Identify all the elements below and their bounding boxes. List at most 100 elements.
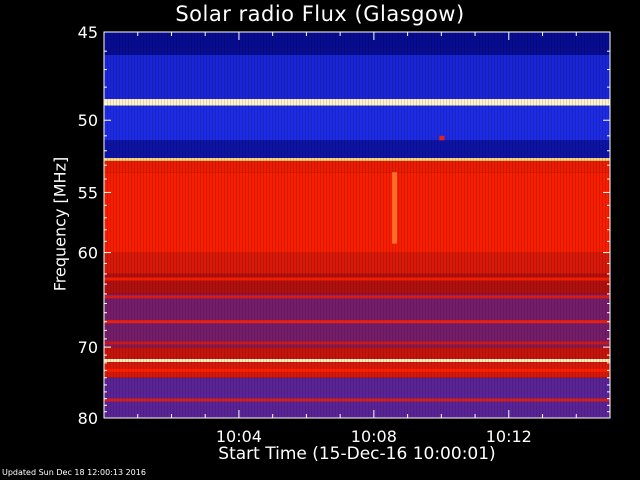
time-column-shade — [290, 32, 291, 418]
time-column-shade — [371, 32, 372, 418]
y-tick-label: 60 — [78, 244, 98, 263]
time-column-shade — [353, 32, 354, 418]
time-column-shade — [293, 32, 294, 418]
time-column-shade — [554, 32, 555, 418]
time-column-shade — [206, 32, 207, 418]
time-column-shade — [137, 32, 138, 418]
time-column-shade — [473, 32, 474, 418]
time-column-shade — [209, 32, 210, 418]
time-column-shade — [311, 32, 312, 418]
radio-burst — [439, 135, 445, 141]
time-column-shade — [356, 32, 357, 418]
time-column-shade — [578, 32, 579, 418]
time-column-shade — [548, 32, 549, 418]
time-column-shade — [305, 32, 306, 418]
time-column-shade — [155, 32, 156, 418]
time-column-shade — [530, 32, 531, 418]
time-column-shade — [191, 32, 192, 418]
time-column-shade — [335, 32, 336, 418]
frequency-band — [104, 347, 610, 360]
time-column-shade — [269, 32, 270, 418]
time-column-shade — [602, 32, 603, 418]
time-column-shade — [464, 32, 465, 418]
time-column-shade — [431, 32, 432, 418]
time-column-shade — [125, 32, 126, 418]
time-column-shade — [515, 32, 516, 418]
time-column-shade — [458, 32, 459, 418]
time-column-shade — [386, 32, 387, 418]
time-column-shade — [563, 32, 564, 418]
time-column-shade — [329, 32, 330, 418]
time-column-shade — [344, 32, 345, 418]
frequency-band — [104, 105, 610, 141]
time-column-shade — [188, 32, 189, 418]
time-column-shade — [161, 32, 162, 418]
time-column-shade — [533, 32, 534, 418]
time-column-shade — [434, 32, 435, 418]
time-column-shade — [422, 32, 423, 418]
time-column-shade — [593, 32, 594, 418]
time-column-shade — [146, 32, 147, 418]
time-column-shade — [263, 32, 264, 418]
time-column-shade — [110, 32, 111, 418]
x-tick-label: 10:04 — [216, 427, 262, 446]
time-column-shade — [608, 32, 609, 418]
time-column-shade — [572, 32, 573, 418]
time-column-shade — [527, 32, 528, 418]
time-column-shade — [518, 32, 519, 418]
time-column-shade — [251, 32, 252, 418]
time-column-shade — [407, 32, 408, 418]
time-column-shade — [236, 32, 237, 418]
time-column-shade — [299, 32, 300, 418]
time-column-shade — [461, 32, 462, 418]
time-column-shade — [590, 32, 591, 418]
time-column-shade — [164, 32, 165, 418]
time-column-shade — [437, 32, 438, 418]
time-column-shade — [419, 32, 420, 418]
time-column-shade — [167, 32, 168, 418]
time-column-shade — [491, 32, 492, 418]
time-column-shade — [278, 32, 279, 418]
y-tick-label: 50 — [78, 111, 98, 130]
time-column-shade — [179, 32, 180, 418]
x-axis-label: Start Time (15-Dec-16 10:00:01) — [218, 444, 496, 464]
time-column-shade — [149, 32, 150, 418]
time-column-shade — [446, 32, 447, 418]
time-column-shade — [341, 32, 342, 418]
axes: 45 50 55 60 70 80 10:04 10:08 10:12 — [78, 23, 611, 446]
time-column-shade — [176, 32, 177, 418]
interference-line — [104, 295, 610, 299]
time-column-shade — [242, 32, 243, 418]
time-column-shade — [248, 32, 249, 418]
interference-line — [104, 277, 610, 281]
time-column-shade — [296, 32, 297, 418]
time-column-shade — [284, 32, 285, 418]
time-column-shade — [152, 32, 153, 418]
time-column-shade — [323, 32, 324, 418]
frequency-band — [104, 160, 610, 173]
time-column-shade — [377, 32, 378, 418]
time-column-shade — [134, 32, 135, 418]
time-column-shade — [170, 32, 171, 418]
time-column-shade — [482, 32, 483, 418]
time-column-shade — [200, 32, 201, 418]
time-column-shade — [485, 32, 486, 418]
time-column-shade — [215, 32, 216, 418]
time-column-shade — [203, 32, 204, 418]
time-column-shade — [440, 32, 441, 418]
time-column-shade — [557, 32, 558, 418]
time-column-shade — [140, 32, 141, 418]
time-column-shade — [350, 32, 351, 418]
time-column-shade — [551, 32, 552, 418]
time-column-shade — [338, 32, 339, 418]
y-axis-label: Frequency [MHz] — [50, 156, 70, 292]
time-column-shade — [116, 32, 117, 418]
time-column-shade — [413, 32, 414, 418]
time-column-shade — [173, 32, 174, 418]
time-column-shade — [452, 32, 453, 418]
time-column-shade — [539, 32, 540, 418]
interference-line — [104, 398, 610, 402]
time-column-shade — [272, 32, 273, 418]
time-column-shade — [119, 32, 120, 418]
